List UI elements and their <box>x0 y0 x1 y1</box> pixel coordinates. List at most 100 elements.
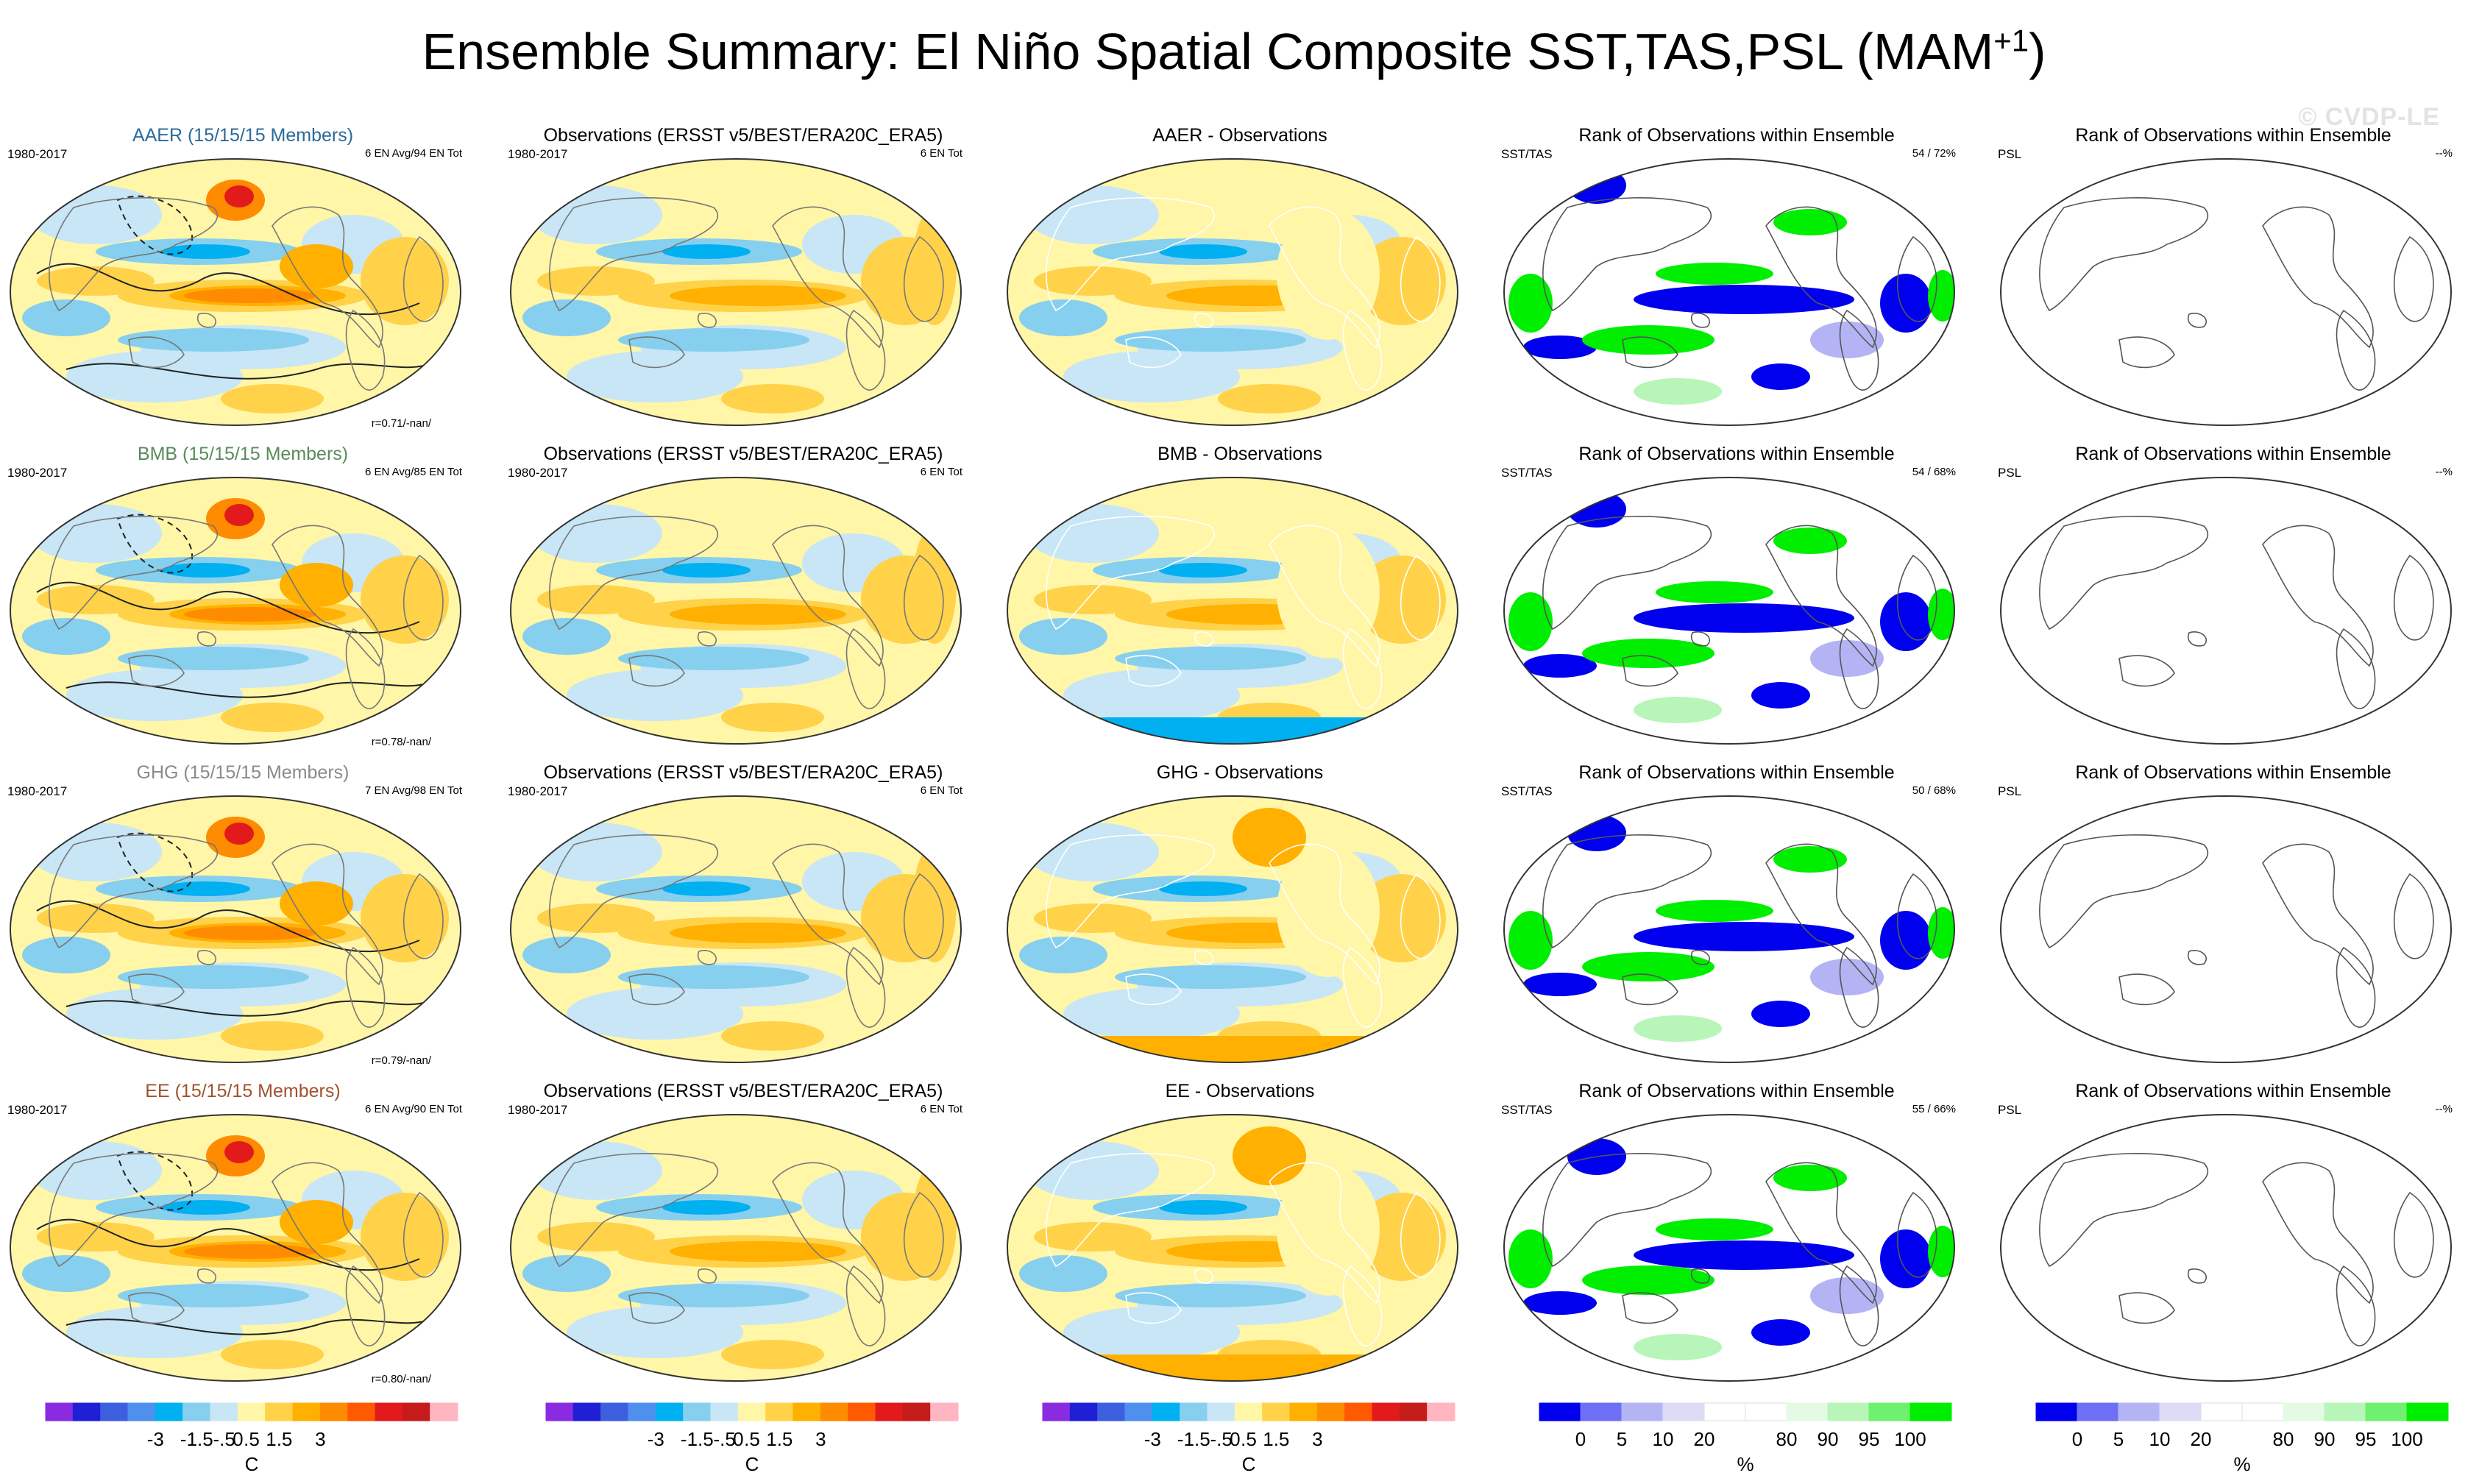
map-border <box>2000 477 2452 745</box>
colorbar-unit: C <box>1241 1453 1256 1475</box>
colorbar-tick-labels: 0 5 10 20 80 90 95 100 <box>2014 1428 2468 1455</box>
warm-anomaly <box>721 703 824 732</box>
panel-obs: Observations (ERSST v5/BEST/ERA20C_ERA5)… <box>508 762 979 1079</box>
robinson-map <box>1503 795 1955 1063</box>
warm-anomaly <box>37 266 155 296</box>
panel-title: GHG (15/15/15 Members) <box>136 762 350 783</box>
cool-anomaly <box>662 563 751 578</box>
warm-anomaly <box>721 1340 824 1369</box>
colorbar-swatch <box>2324 1402 2366 1421</box>
colorbar: -3 -1.5 -.5 0.5 1.5 3 C <box>524 1402 980 1483</box>
panel-diff: GHG - Observations <box>1004 762 1475 1079</box>
colorbar-tick-label: -3 <box>1143 1428 1161 1450</box>
africa-coastline <box>1896 1191 1937 1278</box>
australia-coastline <box>128 336 185 369</box>
rank-low-region <box>1880 274 1932 333</box>
colorbar-swatch <box>347 1402 376 1421</box>
colorbar-swatch <box>600 1402 629 1421</box>
watermark: © CVDP-LE <box>2298 103 2440 131</box>
australia-coastline <box>1622 655 1678 687</box>
colorbar-swatch <box>1909 1402 1952 1421</box>
map-border <box>10 477 461 745</box>
rank-high-region <box>1928 1226 1954 1277</box>
rank-high-region <box>1773 209 1847 235</box>
australia-coastline <box>1622 336 1678 369</box>
colorbar-tick-label: 95 <box>1858 1428 1880 1450</box>
colorbar-tick-labels: -3 -1.5 -.5 0.5 1.5 3 <box>1021 1428 1477 1455</box>
colorbar: -3 -1.5 -.5 0.5 1.5 3 C <box>24 1402 480 1483</box>
robinson-map <box>1503 477 1955 745</box>
warm-anomaly <box>537 266 655 296</box>
colorbar-tick-label: -3 <box>647 1428 664 1450</box>
south-america-coastline <box>1342 946 1383 1028</box>
colorbar-swatch <box>792 1402 821 1421</box>
rank-high-region <box>1508 274 1553 333</box>
north-america-coastline <box>272 1162 383 1304</box>
map-border <box>1007 1114 1458 1382</box>
warm-anomaly <box>721 384 824 413</box>
cool-anomaly <box>1019 1255 1107 1292</box>
colorbar-swatch <box>1786 1402 1829 1421</box>
colorbar-swatch <box>265 1402 294 1421</box>
eurasia-coastline <box>49 197 219 312</box>
percent-label: --% <box>2435 147 2453 160</box>
colorbar-unit: C <box>745 1453 759 1475</box>
maritime-continent-coastline <box>1194 1268 1213 1284</box>
africa-coastline <box>403 235 444 322</box>
warm-anomaly <box>361 874 449 962</box>
neutral-anomaly <box>1277 207 1380 340</box>
map-border <box>510 158 962 426</box>
robinson-map <box>2000 1114 2452 1382</box>
warm-anomaly <box>670 923 846 943</box>
panel-title: AAER (15/15/15 Members) <box>132 125 354 146</box>
cool-anomaly <box>1115 328 1306 352</box>
robinson-map <box>2000 158 2452 426</box>
colorbar-swatch <box>655 1402 684 1421</box>
rank-high-region <box>1508 592 1553 651</box>
maritime-continent-coastline <box>197 950 216 965</box>
panel-title: Rank of Observations within Ensemble <box>2075 762 2391 783</box>
percent-label: 54 / 68% <box>1912 466 1956 478</box>
panel-rank-sst: Rank of Observations within Ensemble SST/… <box>1501 125 1972 441</box>
south-america-coastline <box>845 946 886 1028</box>
psl-contour <box>65 680 435 698</box>
rank-high-region <box>1582 1265 1715 1295</box>
cool-anomaly <box>1026 1141 1159 1200</box>
colorbar-swatch <box>902 1402 932 1421</box>
colorbar-unit: % <box>2233 1453 2251 1475</box>
event-count-label: 6 EN Avg/94 EN Tot <box>364 147 462 160</box>
variable-label: SST/TAS <box>1501 784 1553 798</box>
warm-anomaly <box>37 585 155 614</box>
colorbar-swatch <box>1703 1402 1746 1421</box>
map-border <box>1007 477 1458 745</box>
africa-coastline <box>1896 873 1937 959</box>
eurasia-coastline <box>1542 516 1712 631</box>
north-america-coastline <box>1269 525 1380 667</box>
cool-anomaly <box>29 185 162 244</box>
map-border <box>2000 795 2452 1063</box>
warm-anomaly <box>1034 903 1152 933</box>
rank-high2-region <box>1634 1015 1722 1042</box>
robinson-map <box>510 477 962 745</box>
colorbar-swatch <box>2200 1402 2243 1421</box>
colorbar-swatch <box>2406 1402 2449 1421</box>
rank-low2-region <box>1810 322 1884 358</box>
south-america-coastline <box>845 309 886 391</box>
cool-anomaly <box>1019 618 1107 655</box>
colorbar-swatch <box>710 1402 739 1421</box>
colorbar-swatch <box>2077 1402 2119 1421</box>
warm-anomaly <box>361 237 449 325</box>
rank-low-region <box>1880 911 1932 970</box>
cool-anomaly <box>118 647 309 670</box>
rank-low-region <box>1634 285 1854 314</box>
colorbar-tick-label: 100 <box>2391 1428 2423 1450</box>
rank-high-region <box>1582 325 1715 355</box>
north-america-coastline <box>772 525 884 667</box>
eurasia-coastline <box>1542 834 1712 949</box>
map-border <box>510 477 962 745</box>
panel-title: Observations (ERSST v5/BEST/ERA20C_ERA5) <box>543 125 943 146</box>
australia-coastline <box>1125 336 1182 369</box>
colorbar-swatches <box>45 1402 458 1421</box>
eurasia-coastline <box>1046 197 1216 312</box>
cool-anomaly <box>530 823 662 881</box>
